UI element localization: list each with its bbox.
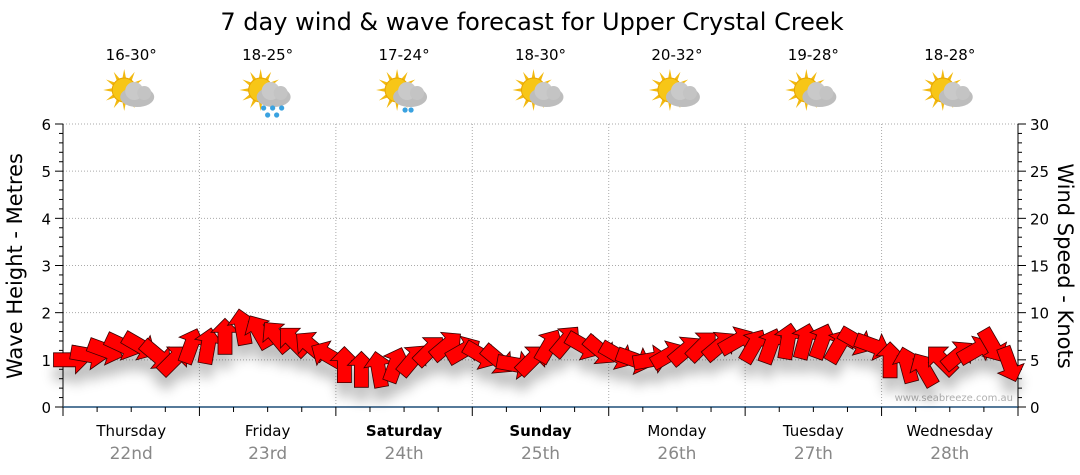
day-temperature: 20-32°: [651, 46, 702, 64]
wind-arrow: [226, 308, 257, 347]
cloud: [682, 86, 697, 100]
wind-arrow: [996, 344, 1025, 383]
y-tick-label-left: 2: [41, 305, 51, 323]
wind-arrow-shadow: [244, 329, 275, 365]
cloud: [137, 86, 152, 100]
day-date: 27th: [794, 444, 833, 464]
sun-ray: [103, 88, 114, 92]
sun-cloud-rain-icon: [376, 69, 428, 113]
wind-arrow-shadow: [717, 340, 753, 371]
wind-arrow: [346, 350, 377, 388]
day-name: Monday: [647, 422, 706, 440]
sun-ray: [531, 69, 536, 80]
sun-cloud-icon: [512, 69, 564, 111]
day-column: 16-30° Thursday 22nd: [95, 46, 166, 464]
day-column: 17-24° Saturday 24th: [366, 46, 443, 464]
sun-ray: [940, 69, 945, 80]
raindrop: [265, 112, 271, 118]
day-date: 23rd: [248, 444, 287, 464]
y-tick-label-right: 0: [1030, 399, 1040, 417]
sun-ray: [512, 88, 523, 92]
day-date: 28th: [930, 444, 969, 464]
wind-arrow: [891, 346, 921, 385]
raindrop: [279, 105, 285, 111]
sun-ray: [376, 88, 387, 92]
day-date: 25th: [521, 444, 560, 464]
cloud: [273, 86, 288, 100]
day-name: Thursday: [95, 422, 166, 440]
y-tick-label-right: 10: [1030, 305, 1049, 323]
day-temperature: 17-24°: [379, 46, 430, 64]
cloud: [410, 86, 425, 100]
watermark: www.seabreeze.com.au: [895, 393, 1013, 404]
raindrop: [402, 107, 408, 113]
day-column: 20-32° Monday 26th: [647, 46, 706, 464]
sun-ray: [667, 69, 672, 80]
day-name: Tuesday: [782, 422, 844, 440]
chart-title: 7 day wind & wave forecast for Upper Cry…: [220, 8, 843, 36]
wind-arrow: [329, 346, 360, 384]
raindrop: [408, 107, 414, 113]
sun-ray: [122, 69, 127, 80]
y-tick-label-right: 15: [1030, 258, 1049, 276]
y-tick-label-left: 3: [41, 258, 51, 276]
raindrop: [274, 112, 280, 118]
sun-cloud-icon: [648, 69, 700, 111]
day-column: 18-30° Sunday 25th: [509, 46, 572, 464]
raindrop: [270, 105, 276, 111]
y-tick-label-right: 5: [1030, 352, 1040, 370]
wind-arrow: [875, 341, 906, 379]
day-column: 18-25° Friday 23rd: [239, 46, 293, 464]
wind-arrow: [193, 327, 224, 366]
wind-arrow-shadow: [156, 361, 187, 392]
wind-arrow: [808, 323, 838, 361]
y-tick-label-left: 4: [41, 210, 51, 228]
sun-cloud-icon: [921, 69, 973, 111]
y-tick-label-left: 6: [41, 116, 51, 134]
y-tick-label-left: 5: [41, 163, 51, 181]
sun-ray: [258, 69, 263, 80]
wind-arrow: [210, 317, 240, 355]
day-temperature: 18-25°: [242, 46, 293, 64]
day-date: 22nd: [110, 444, 153, 464]
cloud: [955, 86, 970, 100]
day-column: 19-28° Tuesday 27th: [782, 46, 844, 464]
wind-arrow: [909, 353, 940, 389]
y-axis-left-label: Wave Height - Metres: [3, 153, 27, 379]
day-name: Sunday: [509, 422, 572, 440]
day-date: 26th: [657, 444, 696, 464]
sun-cloud-icon: [103, 69, 155, 111]
sun-ray: [804, 69, 809, 80]
sun-ray: [921, 88, 932, 92]
y-tick-label-left: 1: [41, 352, 51, 370]
sun-ray: [239, 88, 250, 92]
cloud: [819, 86, 834, 100]
day-date: 24th: [385, 444, 424, 464]
raindrop: [261, 105, 267, 111]
day-name: Saturday: [366, 422, 443, 440]
day-temperature: 19-28°: [788, 46, 839, 64]
day-temperature: 18-28°: [924, 46, 975, 64]
y-tick-label-right: 30: [1030, 116, 1049, 134]
cloud: [546, 86, 561, 100]
wind-arrow-shadow: [956, 350, 991, 380]
day-column: 18-28° Wednesday 28th: [906, 46, 993, 464]
day-name: Wednesday: [906, 422, 993, 440]
day-name: Friday: [245, 422, 291, 440]
y-tick-label-right: 20: [1030, 210, 1049, 228]
sun-cloud-rain-icon: [239, 69, 291, 118]
sun-ray: [648, 88, 660, 92]
sun-ray: [785, 88, 796, 92]
day-temperature: 16-30°: [106, 46, 157, 64]
day-temperature: 18-30°: [515, 46, 566, 64]
sun-cloud-icon: [785, 69, 837, 111]
y-tick-label-right: 25: [1030, 163, 1049, 181]
y-tick-label-left: 0: [41, 399, 51, 417]
sun-ray: [395, 69, 400, 80]
y-axis-right-label: Wind Speed - Knots: [1053, 163, 1077, 368]
wind-arrow: [427, 331, 461, 364]
